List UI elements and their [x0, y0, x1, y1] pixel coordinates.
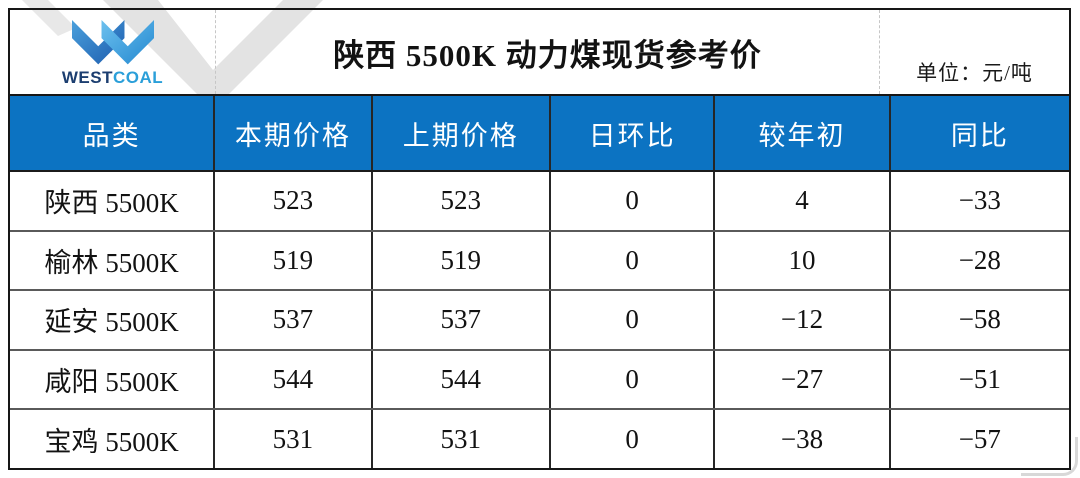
previous-price-cell: 537: [373, 291, 551, 349]
table-row: 宝鸡 5500K 531 531 0 −38 −57: [10, 408, 1069, 468]
vs-year-start-cell: 10: [715, 231, 891, 290]
current-price-cell: 523: [215, 172, 373, 230]
table-header-row: 品类 本期价格 上期价格 日环比 较年初 同比: [10, 96, 1069, 172]
title-cell: 陕西 5500K 动力煤现货参考价: [216, 10, 880, 94]
table-row: 陕西 5500K 523 523 0 4 −33: [10, 172, 1069, 230]
logo-text-coal: COAL: [112, 68, 164, 87]
daily-change-cell: 0: [551, 231, 716, 290]
table-row: 榆林 5500K 519 519 0 10 −28: [10, 229, 1069, 290]
yoy-cell: −28: [958, 244, 1001, 275]
daily-change-cell: 0: [551, 410, 716, 468]
westcoal-logo: WESTCOAL: [10, 10, 216, 94]
current-price-cell: 531: [215, 410, 373, 468]
column-header-daily-change: 日环比: [551, 96, 716, 170]
column-header-previous-price: 上期价格: [373, 96, 551, 170]
vs-year-start-cell: −38: [715, 410, 891, 468]
yoy-cell: −57: [958, 423, 1001, 454]
vs-year-start-cell: −27: [715, 350, 891, 409]
category-cell: 延安 5500K: [10, 291, 216, 349]
category-cell: 宝鸡 5500K: [10, 410, 216, 468]
vs-year-start-cell: −12: [715, 291, 891, 349]
card-rounded-corner: [1021, 437, 1078, 476]
table-row: 咸阳 5500K 544 544 0 −27 −51: [10, 348, 1069, 409]
vs-year-start-cell: 4: [715, 172, 891, 230]
column-header-category: 品类: [10, 96, 216, 170]
unit-cell: 单位：元/吨: [880, 10, 1069, 94]
daily-change-cell: 0: [551, 291, 716, 349]
daily-change-cell: 0: [551, 172, 716, 230]
table-body: 陕西 5500K 523 523 0 4 −33 榆林 5500K 519 519 0 10 −28 延…: [10, 172, 1069, 468]
category-cell: 陕西 5500K: [10, 172, 216, 230]
logo-text-west: WEST: [61, 68, 113, 87]
price-table-card: WESTCOAL 陕西 5500K 动力煤现货参考价 单位：元/吨 品类 本期价格…: [8, 8, 1071, 470]
daily-change-cell: 0: [551, 350, 716, 409]
current-price-cell: 519: [215, 231, 373, 290]
column-header-current-price: 本期价格: [215, 96, 373, 170]
logo-wordmark: WESTCOAL: [62, 69, 163, 86]
previous-price-cell: 523: [373, 172, 551, 230]
column-header-yoy: 同比: [950, 120, 1009, 151]
yoy-cell: −33: [958, 185, 1001, 216]
category-cell: 咸阳 5500K: [10, 350, 216, 409]
yoy-cell: −58: [958, 304, 1001, 335]
table-title: 陕西 5500K 动力煤现货参考价: [333, 37, 762, 73]
previous-price-cell: 544: [373, 350, 551, 409]
current-price-cell: 537: [215, 291, 373, 349]
unit-label: 单位：元/吨: [916, 61, 1033, 85]
westcoal-logo-mark-icon: [71, 20, 154, 65]
column-header-vs-year-start: 较年初: [715, 96, 891, 170]
yoy-cell: −51: [958, 364, 1001, 395]
category-cell: 榆林 5500K: [10, 231, 216, 290]
previous-price-cell: 531: [373, 410, 551, 468]
title-band: WESTCOAL 陕西 5500K 动力煤现货参考价 单位：元/吨: [10, 10, 1069, 96]
current-price-cell: 544: [215, 350, 373, 409]
table-row: 延安 5500K 537 537 0 −12 −58: [10, 289, 1069, 349]
previous-price-cell: 519: [373, 231, 551, 290]
